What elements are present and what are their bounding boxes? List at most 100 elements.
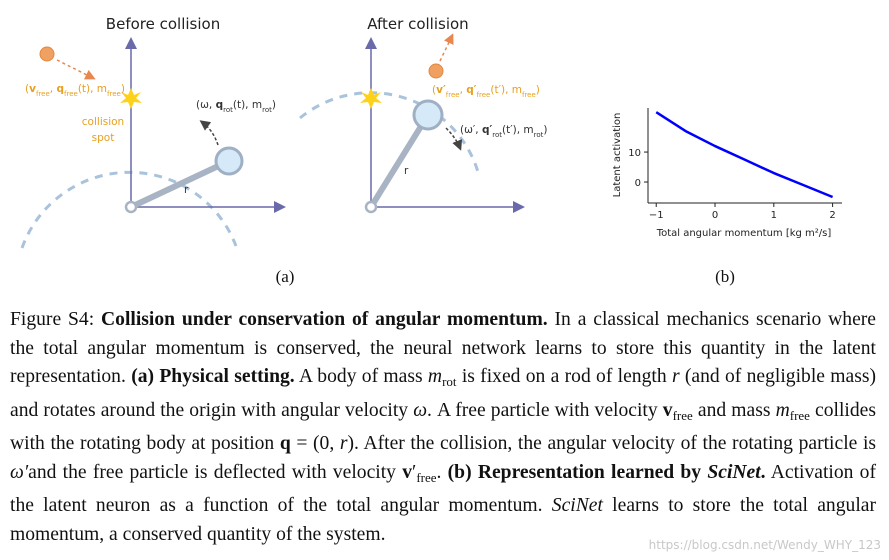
spot-label: collision — [82, 116, 124, 128]
label-part: (ω, — [196, 99, 216, 111]
caption-text: A body of mass — [294, 366, 428, 387]
free-particle — [428, 63, 444, 79]
rod-label: r — [184, 184, 189, 196]
caption-text: rot — [442, 374, 457, 389]
free-particle — [39, 46, 55, 62]
label-part: free — [446, 91, 460, 99]
caption-text: SciNet — [551, 495, 603, 516]
caption-text: learns to store the total angular moment… — [10, 495, 876, 545]
label-part: (t′), m — [502, 124, 534, 136]
caption-text: v — [402, 461, 413, 483]
label-part: q — [56, 83, 64, 95]
caption-text: SciNet — [707, 461, 761, 483]
panel-title: After collision — [367, 15, 468, 33]
caption-text: Activation of the latent neuron as a fun… — [10, 461, 876, 517]
rot-label: (ω, qrot(t), mrot) — [196, 99, 276, 114]
particle-arrow — [439, 33, 454, 62]
caption-text: (b) Representation learned by — [447, 461, 708, 483]
after-panel: After collision (v′free, q′free(t′), mfr… — [299, 15, 548, 214]
label-part: (t), m — [233, 99, 262, 111]
caption-text: ω′ — [10, 461, 29, 483]
orbit — [20, 170, 238, 249]
label-part: ′ — [489, 124, 492, 136]
caption-text: Collision under conservation of angular … — [101, 309, 548, 330]
collision-star — [120, 88, 142, 109]
origin — [364, 200, 378, 214]
figure: Before collision (vfree, qfree(t), mfree… — [20, 15, 842, 286]
caption-text: Figure S4: — [10, 309, 101, 330]
x-tick-label: −1 — [649, 210, 664, 221]
label-part: ′ — [474, 84, 477, 96]
label-part: ) — [121, 83, 125, 95]
panel-label: (a) — [276, 267, 295, 286]
label-part: free — [36, 90, 50, 98]
caption-text: and the free particle is deflected with … — [28, 461, 403, 483]
y-tick-label: 10 — [628, 148, 641, 159]
label-part: q — [466, 84, 474, 96]
label-part: , — [50, 83, 57, 95]
particle-label: (v′free, q′free(t′), mfree) — [432, 84, 540, 99]
caption-text: In a classical mechanics scenario where … — [10, 309, 876, 387]
label-part: ′ — [443, 84, 446, 96]
caption-text: m — [775, 399, 790, 421]
label-part: ( — [25, 83, 29, 95]
caption-text: free — [416, 469, 437, 485]
label-part: q — [216, 99, 224, 111]
x-tick-label: 0 — [712, 210, 718, 221]
particle-arrow — [56, 59, 96, 80]
caption-text: ω — [413, 399, 428, 421]
caption-text: ′ — [412, 461, 417, 483]
rot-label: (ω′, q′rot(t′), mrot) — [460, 124, 548, 139]
label-part: v — [29, 83, 36, 95]
y-tick-label: 0 — [635, 178, 641, 189]
caption-text: ). After the collision, the angular velo… — [347, 433, 877, 454]
caption-text: (and of negligible mass) and rotates aro… — [10, 366, 876, 421]
caption-text: collides with the rotating body at posit… — [10, 399, 876, 455]
label-part: free — [107, 90, 121, 98]
caption: Figure S4: Collision under conservation … — [10, 306, 876, 549]
rod-label: r — [404, 165, 409, 177]
caption-text: and mass — [692, 399, 776, 421]
label-part: free — [522, 91, 536, 99]
label-part: rot — [223, 106, 233, 114]
label-part: rot — [534, 131, 544, 139]
rod — [129, 158, 231, 210]
label-part: q — [482, 124, 490, 136]
label-part: ) — [543, 124, 547, 136]
label-part: ( — [432, 84, 436, 96]
orbit — [299, 91, 480, 173]
caption-text: . A free particle with velocity — [427, 399, 663, 421]
caption-text: . — [436, 461, 448, 483]
caption-text: v — [662, 399, 673, 421]
panel-title: Before collision — [106, 15, 220, 33]
before-panel: Before collision (vfree, qfree(t), mfree… — [20, 15, 286, 249]
label-part: , — [460, 84, 467, 96]
caption-text: free — [672, 407, 693, 423]
data-line — [655, 111, 834, 199]
label-part: rot — [492, 131, 502, 139]
caption-text: is fixed on a rod of length — [456, 366, 672, 387]
label-part: (t), m — [78, 83, 107, 95]
panel-label: (b) — [715, 267, 735, 286]
rotating-body — [214, 146, 244, 176]
watermark: https://blog.csdn.net/Wendy_WHY_123 — [648, 538, 881, 552]
rotating-body — [412, 99, 444, 131]
rod — [368, 113, 431, 209]
x-axis-label: Total angular momentum [kg m²/s] — [656, 228, 832, 239]
x-tick-label: 2 — [829, 210, 835, 221]
label-part: (t′), m — [490, 84, 522, 96]
label-part: rot — [262, 106, 272, 114]
label-part: v — [436, 84, 443, 96]
collision-star — [360, 88, 382, 109]
caption-text: q — [279, 433, 291, 454]
caption-text: = (0, — [290, 433, 340, 454]
caption-text: m — [427, 366, 443, 387]
particle-label: (vfree, qfree(t), mfree) — [25, 83, 125, 98]
label-part: free — [64, 90, 78, 98]
caption-text: . — [760, 461, 766, 483]
x-tick-label: 1 — [771, 210, 777, 221]
rotation-arrow — [445, 127, 463, 151]
spot-label: spot — [92, 132, 115, 144]
label-part: ) — [272, 99, 276, 111]
